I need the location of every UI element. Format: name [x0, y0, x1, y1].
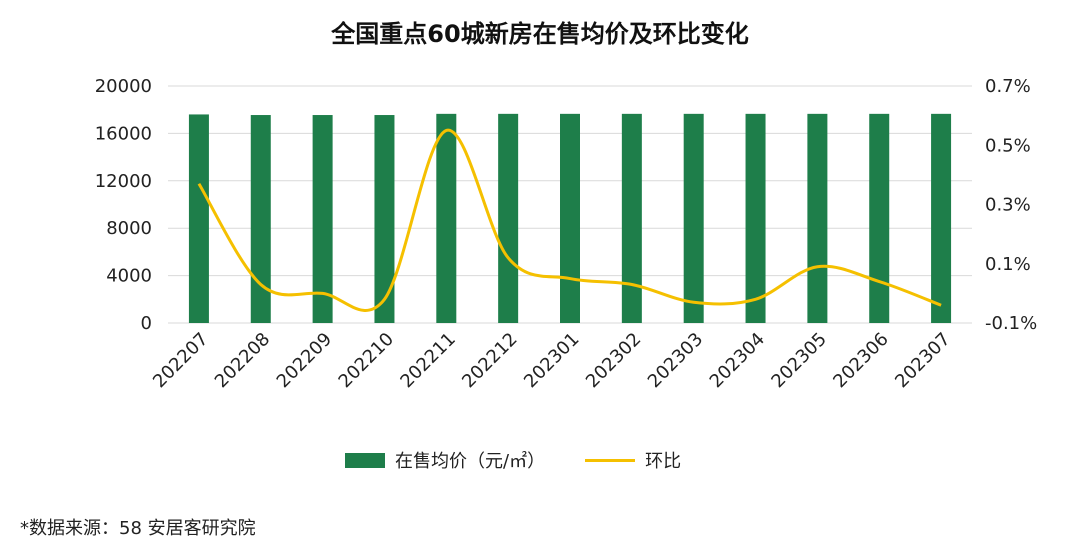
bar: [436, 113, 457, 323]
x-tick-label: 202209: [273, 329, 336, 392]
bar-series: [188, 113, 952, 323]
x-tick-label: 202302: [582, 329, 645, 392]
x-tick-label: 202207: [149, 329, 212, 392]
left-axis: 0 4000 8000 12000 16000 20000: [95, 76, 152, 334]
right-axis: -0.1% 0.1% 0.3% 0.5% 0.7%: [985, 76, 1037, 334]
bar: [250, 115, 271, 323]
left-tick-label: 12000: [95, 171, 152, 192]
x-tick-label: 202301: [520, 329, 583, 392]
left-tick-label: 16000: [95, 123, 152, 144]
left-tick-label: 20000: [95, 76, 152, 97]
x-tick-label: 202307: [891, 329, 954, 392]
legend-label-price: 在售均价（元/㎡）: [395, 451, 546, 472]
legend-item-mom: 环比: [585, 447, 681, 473]
right-tick-label: 0.5%: [985, 135, 1031, 156]
line-series: [197, 128, 942, 312]
legend: 在售均价（元/㎡） 环比: [345, 447, 721, 473]
right-tick-label: 0.7%: [985, 76, 1031, 97]
right-tick-label: -0.1%: [985, 313, 1037, 334]
x-tick-label: 202303: [644, 329, 707, 392]
bar: [869, 113, 890, 323]
bar: [807, 113, 828, 323]
left-tick-label: 8000: [106, 218, 152, 239]
x-tick-label: 202306: [829, 329, 892, 392]
line-path: [197, 128, 942, 312]
right-tick-label: 0.1%: [985, 254, 1031, 275]
chart-title: 全国重点60城新房在售均价及环比变化: [331, 20, 749, 48]
bar: [374, 115, 395, 323]
bar: [621, 113, 642, 323]
x-tick-label: 202210: [335, 329, 398, 392]
left-tick-label: 4000: [106, 266, 152, 287]
x-tick-label: 202305: [767, 329, 830, 392]
source-note: *数据来源：58 安居客研究院: [20, 518, 256, 539]
x-tick-label: 202212: [458, 329, 521, 392]
left-tick-label: 0: [141, 313, 152, 334]
bar: [745, 113, 766, 323]
legend-bar-swatch: [345, 452, 385, 468]
legend-line-swatch: [585, 458, 636, 462]
bar: [312, 115, 333, 323]
right-tick-label: 0.3%: [985, 195, 1031, 216]
x-axis: 2022072022082022092022102022112022122023…: [149, 329, 955, 392]
x-tick-label: 202211: [396, 329, 459, 392]
x-tick-label: 202304: [706, 329, 769, 392]
x-tick-label: 202208: [211, 329, 274, 392]
bar: [498, 113, 519, 323]
legend-item-price: 在售均价（元/㎡）: [345, 447, 545, 473]
bar: [683, 113, 704, 323]
bar: [188, 114, 209, 323]
bar: [931, 113, 952, 323]
bar: [560, 113, 580, 323]
legend-label-mom: 环比: [645, 451, 682, 472]
